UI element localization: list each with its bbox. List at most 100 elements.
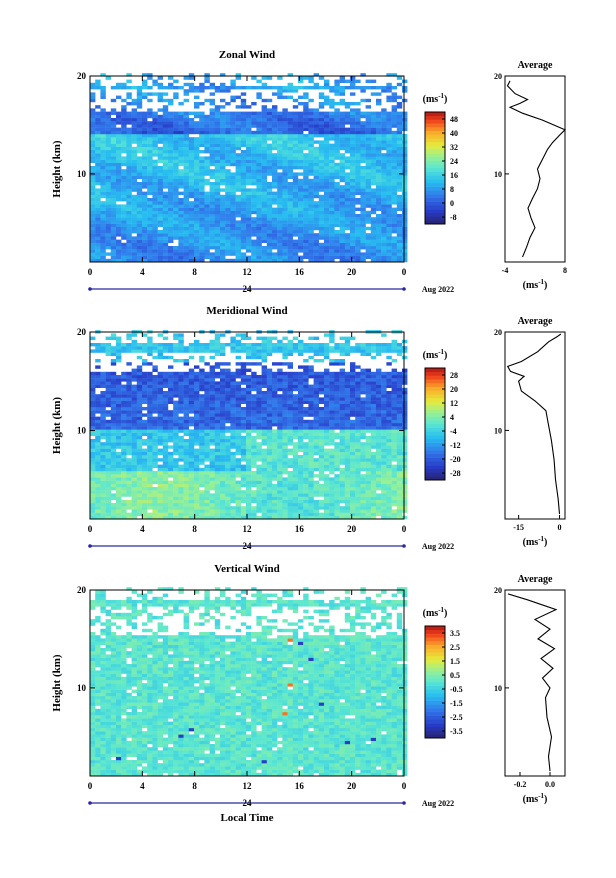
heatmap-cell <box>158 224 163 227</box>
heatmap-cell <box>246 240 251 243</box>
heatmap-cell <box>204 182 209 185</box>
heatmap-cell <box>277 124 282 127</box>
heatmap-cell <box>272 452 277 455</box>
heatmap-cell <box>220 201 225 204</box>
heatmap-cell <box>106 426 111 429</box>
heatmap-cell <box>246 156 251 159</box>
heatmap-cell <box>324 477 329 480</box>
heatmap-cell <box>173 471 178 474</box>
heatmap-cell <box>308 233 313 236</box>
heatmap-cell <box>303 227 308 230</box>
heatmap-cell <box>152 487 157 490</box>
heatmap-cell <box>236 185 241 188</box>
heatmap-cell <box>267 433 272 436</box>
heatmap-cell <box>184 144 189 147</box>
heatmap-cell <box>303 102 308 105</box>
heatmap-cell <box>178 192 183 195</box>
heatmap-cell <box>350 236 355 239</box>
heatmap-cell <box>251 144 256 147</box>
heatmap-cell <box>267 124 272 127</box>
heatmap-cell <box>267 160 272 163</box>
heatmap-cell <box>126 449 131 452</box>
heatmap-cell <box>142 176 147 179</box>
heatmap-cell <box>267 204 272 207</box>
heatmap-cell <box>360 172 365 175</box>
heatmap-cell <box>298 118 303 121</box>
heatmap-cell <box>272 439 277 442</box>
heatmap-cell <box>329 487 334 490</box>
heatmap-cell <box>199 137 204 140</box>
heatmap-cell <box>230 128 235 131</box>
heatmap-cell <box>298 163 303 166</box>
heatmap-cell <box>298 208 303 211</box>
heatmap-cell <box>360 458 365 461</box>
heatmap-cell <box>371 166 376 169</box>
heatmap-cell <box>236 156 241 159</box>
heatmap-cell <box>178 214 183 217</box>
heatmap-cell <box>163 99 168 102</box>
heatmap-cell <box>288 169 293 172</box>
heatmap-cell <box>381 509 386 512</box>
heatmap-cell <box>225 487 230 490</box>
heatmap-cell <box>262 150 267 153</box>
heatmap-cell <box>147 442 152 445</box>
heatmap-cell <box>360 179 365 182</box>
heatmap-cell <box>334 243 339 246</box>
heatmap-cell <box>116 115 121 118</box>
heatmap-cell <box>236 429 241 432</box>
heatmap-cell <box>376 442 381 445</box>
heatmap-cell <box>308 134 313 137</box>
heatmap-cell <box>293 185 298 188</box>
heatmap-cell <box>319 198 324 201</box>
heatmap-cell <box>293 89 298 92</box>
heatmap-cell <box>345 150 350 153</box>
heatmap-cell <box>100 128 105 131</box>
heatmap-cell <box>381 108 386 111</box>
heatmap-cell <box>199 166 204 169</box>
heatmap-cell <box>204 220 209 223</box>
heatmap-cell <box>95 256 100 259</box>
heatmap-cell <box>111 185 116 188</box>
heatmap-cell <box>220 423 225 426</box>
heatmap-cell <box>194 468 199 471</box>
heatmap-cell <box>366 118 371 121</box>
heatmap-cell <box>178 455 183 458</box>
heatmap-cell <box>402 99 407 102</box>
heatmap-cell <box>215 493 220 496</box>
heatmap-cell <box>314 465 319 468</box>
heatmap-cell <box>210 224 215 227</box>
heatmap-cell <box>308 150 313 153</box>
heatmap-cell <box>111 487 116 490</box>
heatmap-cell <box>100 243 105 246</box>
heatmap-cell <box>95 461 100 464</box>
heatmap-cell <box>371 112 376 115</box>
heatmap-cell <box>137 249 142 252</box>
heatmap-cell <box>298 195 303 198</box>
heatmap-cell <box>111 493 116 496</box>
heatmap-cell <box>293 131 298 134</box>
heatmap-cell <box>355 445 360 448</box>
heatmap-cell <box>241 121 246 124</box>
heatmap-cell <box>220 452 225 455</box>
heatmap-cell <box>142 214 147 217</box>
heatmap-cell <box>288 433 293 436</box>
heatmap-cell <box>168 497 173 500</box>
heatmap-cell <box>251 243 256 246</box>
heatmap-cell <box>303 252 308 255</box>
heatmap-cell <box>334 500 339 503</box>
heatmap-cell <box>241 513 246 516</box>
heatmap-cell <box>137 227 142 230</box>
heatmap-cell <box>116 474 121 477</box>
heatmap-cell <box>158 433 163 436</box>
heatmap-cell <box>298 442 303 445</box>
heatmap-cell <box>142 92 147 95</box>
heatmap-cell <box>319 121 324 124</box>
date-bar-end <box>402 287 406 291</box>
heatmap-cell <box>360 455 365 458</box>
heatmap-cell <box>334 433 339 436</box>
heatmap-cell <box>152 80 157 83</box>
heatmap-cell <box>199 477 204 480</box>
heatmap-cell <box>215 230 220 233</box>
heatmap-cell <box>262 417 267 420</box>
heatmap-cell <box>158 500 163 503</box>
